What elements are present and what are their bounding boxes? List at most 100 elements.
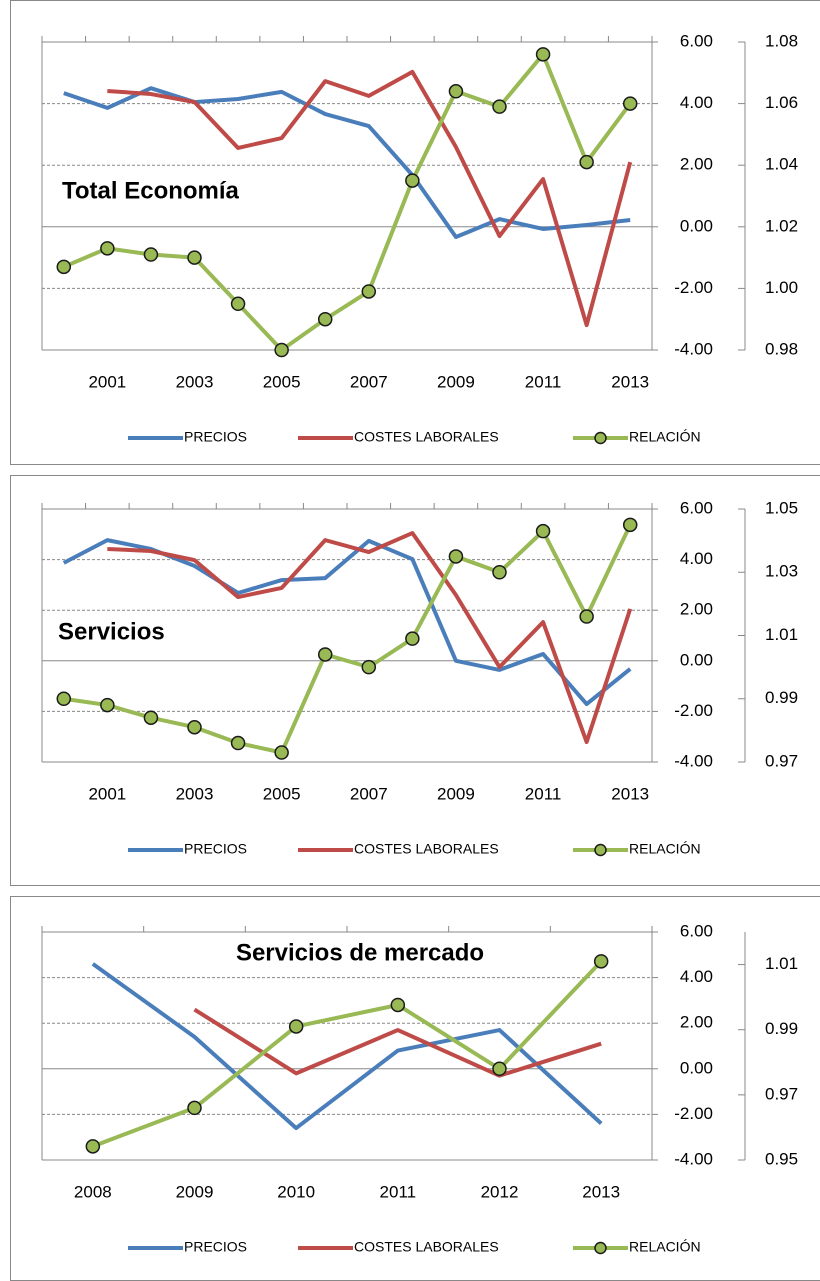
legend-label: RELACIÓN: [629, 1239, 701, 1255]
y-tick-label: -4.00: [674, 1149, 713, 1168]
y2-tick-label: 0.95: [765, 1149, 798, 1168]
series-marker: [535, 47, 551, 62]
x-tick-label: 2009: [437, 372, 475, 391]
x-tick-label: 2005: [263, 784, 301, 803]
legend-label: RELACIÓN: [629, 841, 701, 857]
series-marker: [230, 296, 246, 312]
y2-tick-label: 1.01: [765, 954, 798, 973]
series-marker: [56, 691, 72, 706]
series-marker: [448, 84, 464, 99]
y-tick-label: 0.00: [680, 1058, 713, 1077]
x-tick-label: 2007: [350, 784, 388, 803]
x-tick-label: 2013: [611, 784, 649, 803]
y-tick-label: 0.00: [680, 650, 713, 669]
x-tick-label: 2003: [176, 372, 214, 391]
y-tick-label: 2.00: [680, 1013, 713, 1032]
series-marker: [100, 697, 115, 713]
x-tick-label: 2011: [380, 1182, 417, 1201]
series-line: [63, 52, 632, 352]
y-tick-label: -4.00: [674, 751, 713, 770]
series-marker: [492, 99, 507, 114]
y-tick-label: 2.00: [680, 600, 713, 619]
legend-marker: [594, 843, 607, 857]
series-marker: [492, 565, 507, 580]
x-tick-label: 2001: [88, 372, 126, 391]
y2-tick-label: 1.01: [765, 625, 798, 644]
series-marker: [405, 631, 420, 646]
x-tick-label: 2012: [481, 1182, 519, 1201]
series-marker: [492, 1061, 507, 1077]
y-tick-label: -2.00: [674, 1104, 713, 1123]
x-tick-label: 2011: [525, 784, 562, 803]
series-marker: [187, 719, 202, 735]
panel-border: [10, 0, 820, 465]
series-line: [91, 962, 603, 1131]
y-tick-label: 6.00: [680, 921, 713, 940]
series-marker: [288, 1019, 304, 1034]
y2-tick-label: 0.99: [765, 1019, 798, 1038]
x-tick-label: 2013: [611, 372, 649, 391]
series-marker: [56, 259, 72, 275]
series-marker: [143, 247, 159, 262]
series-line: [107, 69, 633, 328]
series-marker: [622, 517, 638, 533]
legend-label: RELACIÓN: [629, 429, 701, 445]
series-marker: [579, 154, 594, 170]
y2-tick-label: 1.08: [765, 31, 798, 50]
y-tick-label: -2.00: [674, 701, 713, 720]
series-marker: [593, 954, 609, 969]
y2-tick-label: 1.00: [765, 278, 798, 297]
series-marker: [143, 710, 159, 725]
x-tick-label: 2011: [525, 372, 562, 391]
y2-tick-label: 1.03: [765, 562, 798, 581]
series-line: [107, 531, 633, 745]
y-tick-label: 2.00: [680, 155, 713, 174]
x-tick-label: 2007: [350, 372, 388, 391]
series-marker: [361, 284, 377, 299]
x-tick-label: 2010: [277, 1182, 315, 1201]
x-tick-label: 2009: [176, 1182, 214, 1201]
y-tick-label: 6.00: [680, 498, 713, 517]
series-marker: [274, 745, 289, 760]
series-marker: [230, 735, 246, 751]
y-tick-label: 6.00: [680, 31, 713, 50]
y2-tick-label: 1.06: [765, 93, 798, 112]
series-marker: [317, 311, 333, 327]
series-marker: [100, 241, 115, 256]
series-marker: [317, 647, 333, 662]
legend-label: COSTES LABORALES: [354, 429, 499, 445]
y2-tick-label: 1.05: [765, 498, 798, 517]
series-marker: [85, 1139, 101, 1154]
legend-label: PRECIOS: [184, 1239, 247, 1255]
chart-panel: -4.00 -2.00 0.00 2.00 4.00 6.00 0.97 0.99 1.01 1.…: [10, 475, 820, 886]
legend-label: COSTES LABORALES: [354, 841, 499, 857]
series-line: [92, 959, 603, 1149]
series-marker: [390, 997, 406, 1013]
legend-label: COSTES LABORALES: [354, 1239, 499, 1255]
legend-label: PRECIOS: [184, 841, 247, 857]
x-tick-label: 2005: [263, 372, 301, 391]
x-tick-label: 2009: [437, 784, 475, 803]
y2-tick-label: 0.98: [765, 339, 798, 358]
y-tick-label: 4.00: [680, 967, 713, 986]
chart-panel: -4.00 -2.00 0.00 2.00 4.00 6.00 0.95 0.97 0.99 1.…: [10, 896, 820, 1281]
x-tick-label: 2003: [176, 784, 214, 803]
series-marker: [187, 250, 202, 265]
series-line: [63, 86, 631, 239]
y2-tick-label: 0.99: [765, 688, 798, 707]
x-tick-label: 2013: [582, 1182, 620, 1201]
y2-tick-label: 0.97: [765, 751, 798, 770]
chart-title: Servicios de mercado: [236, 939, 484, 966]
y-tick-label: -2.00: [674, 278, 713, 297]
series-line: [63, 523, 633, 755]
series-marker: [535, 523, 551, 539]
series-marker: [361, 659, 377, 675]
series-marker: [622, 96, 638, 111]
legend-marker: [594, 1241, 607, 1255]
series-marker: [274, 342, 289, 358]
y2-tick-label: 1.04: [765, 155, 798, 174]
series-marker: [448, 549, 464, 564]
y2-tick-label: 1.02: [765, 216, 798, 235]
series-marker: [579, 609, 594, 624]
